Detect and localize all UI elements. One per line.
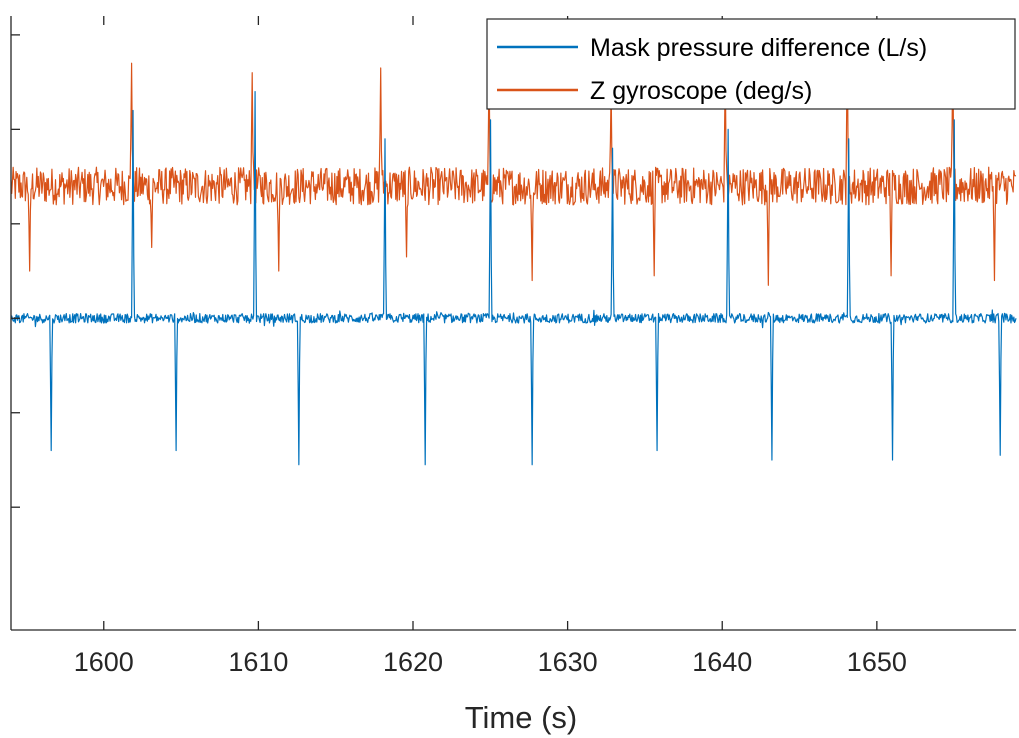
x-tick-label: 1640 xyxy=(692,647,752,677)
series-line-mask-pressure xyxy=(10,90,1017,466)
legend-label-mask-pressure: Mask pressure difference (L/s) xyxy=(590,34,927,62)
x-axis-title: Time (s) xyxy=(465,700,578,735)
legend: Mask pressure difference (L/s) Z gyrosco… xyxy=(486,18,1016,110)
x-tick-label: 1610 xyxy=(228,647,288,677)
x-tick-label: 1600 xyxy=(74,647,134,677)
axis-layer: 1600 1610 1620 1630 1640 1650 xyxy=(10,16,1016,677)
legend-label-z-gyroscope: Z gyroscope (deg/s) xyxy=(590,77,812,105)
x-tick-label: 1650 xyxy=(847,647,907,677)
x-tick-label: 1620 xyxy=(383,647,443,677)
legend-box xyxy=(486,18,1016,110)
series-layer xyxy=(10,39,1017,466)
x-tick-label: 1630 xyxy=(538,647,598,677)
